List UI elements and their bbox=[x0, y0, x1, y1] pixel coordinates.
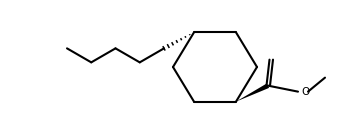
Polygon shape bbox=[236, 83, 269, 102]
Text: O: O bbox=[301, 87, 309, 97]
